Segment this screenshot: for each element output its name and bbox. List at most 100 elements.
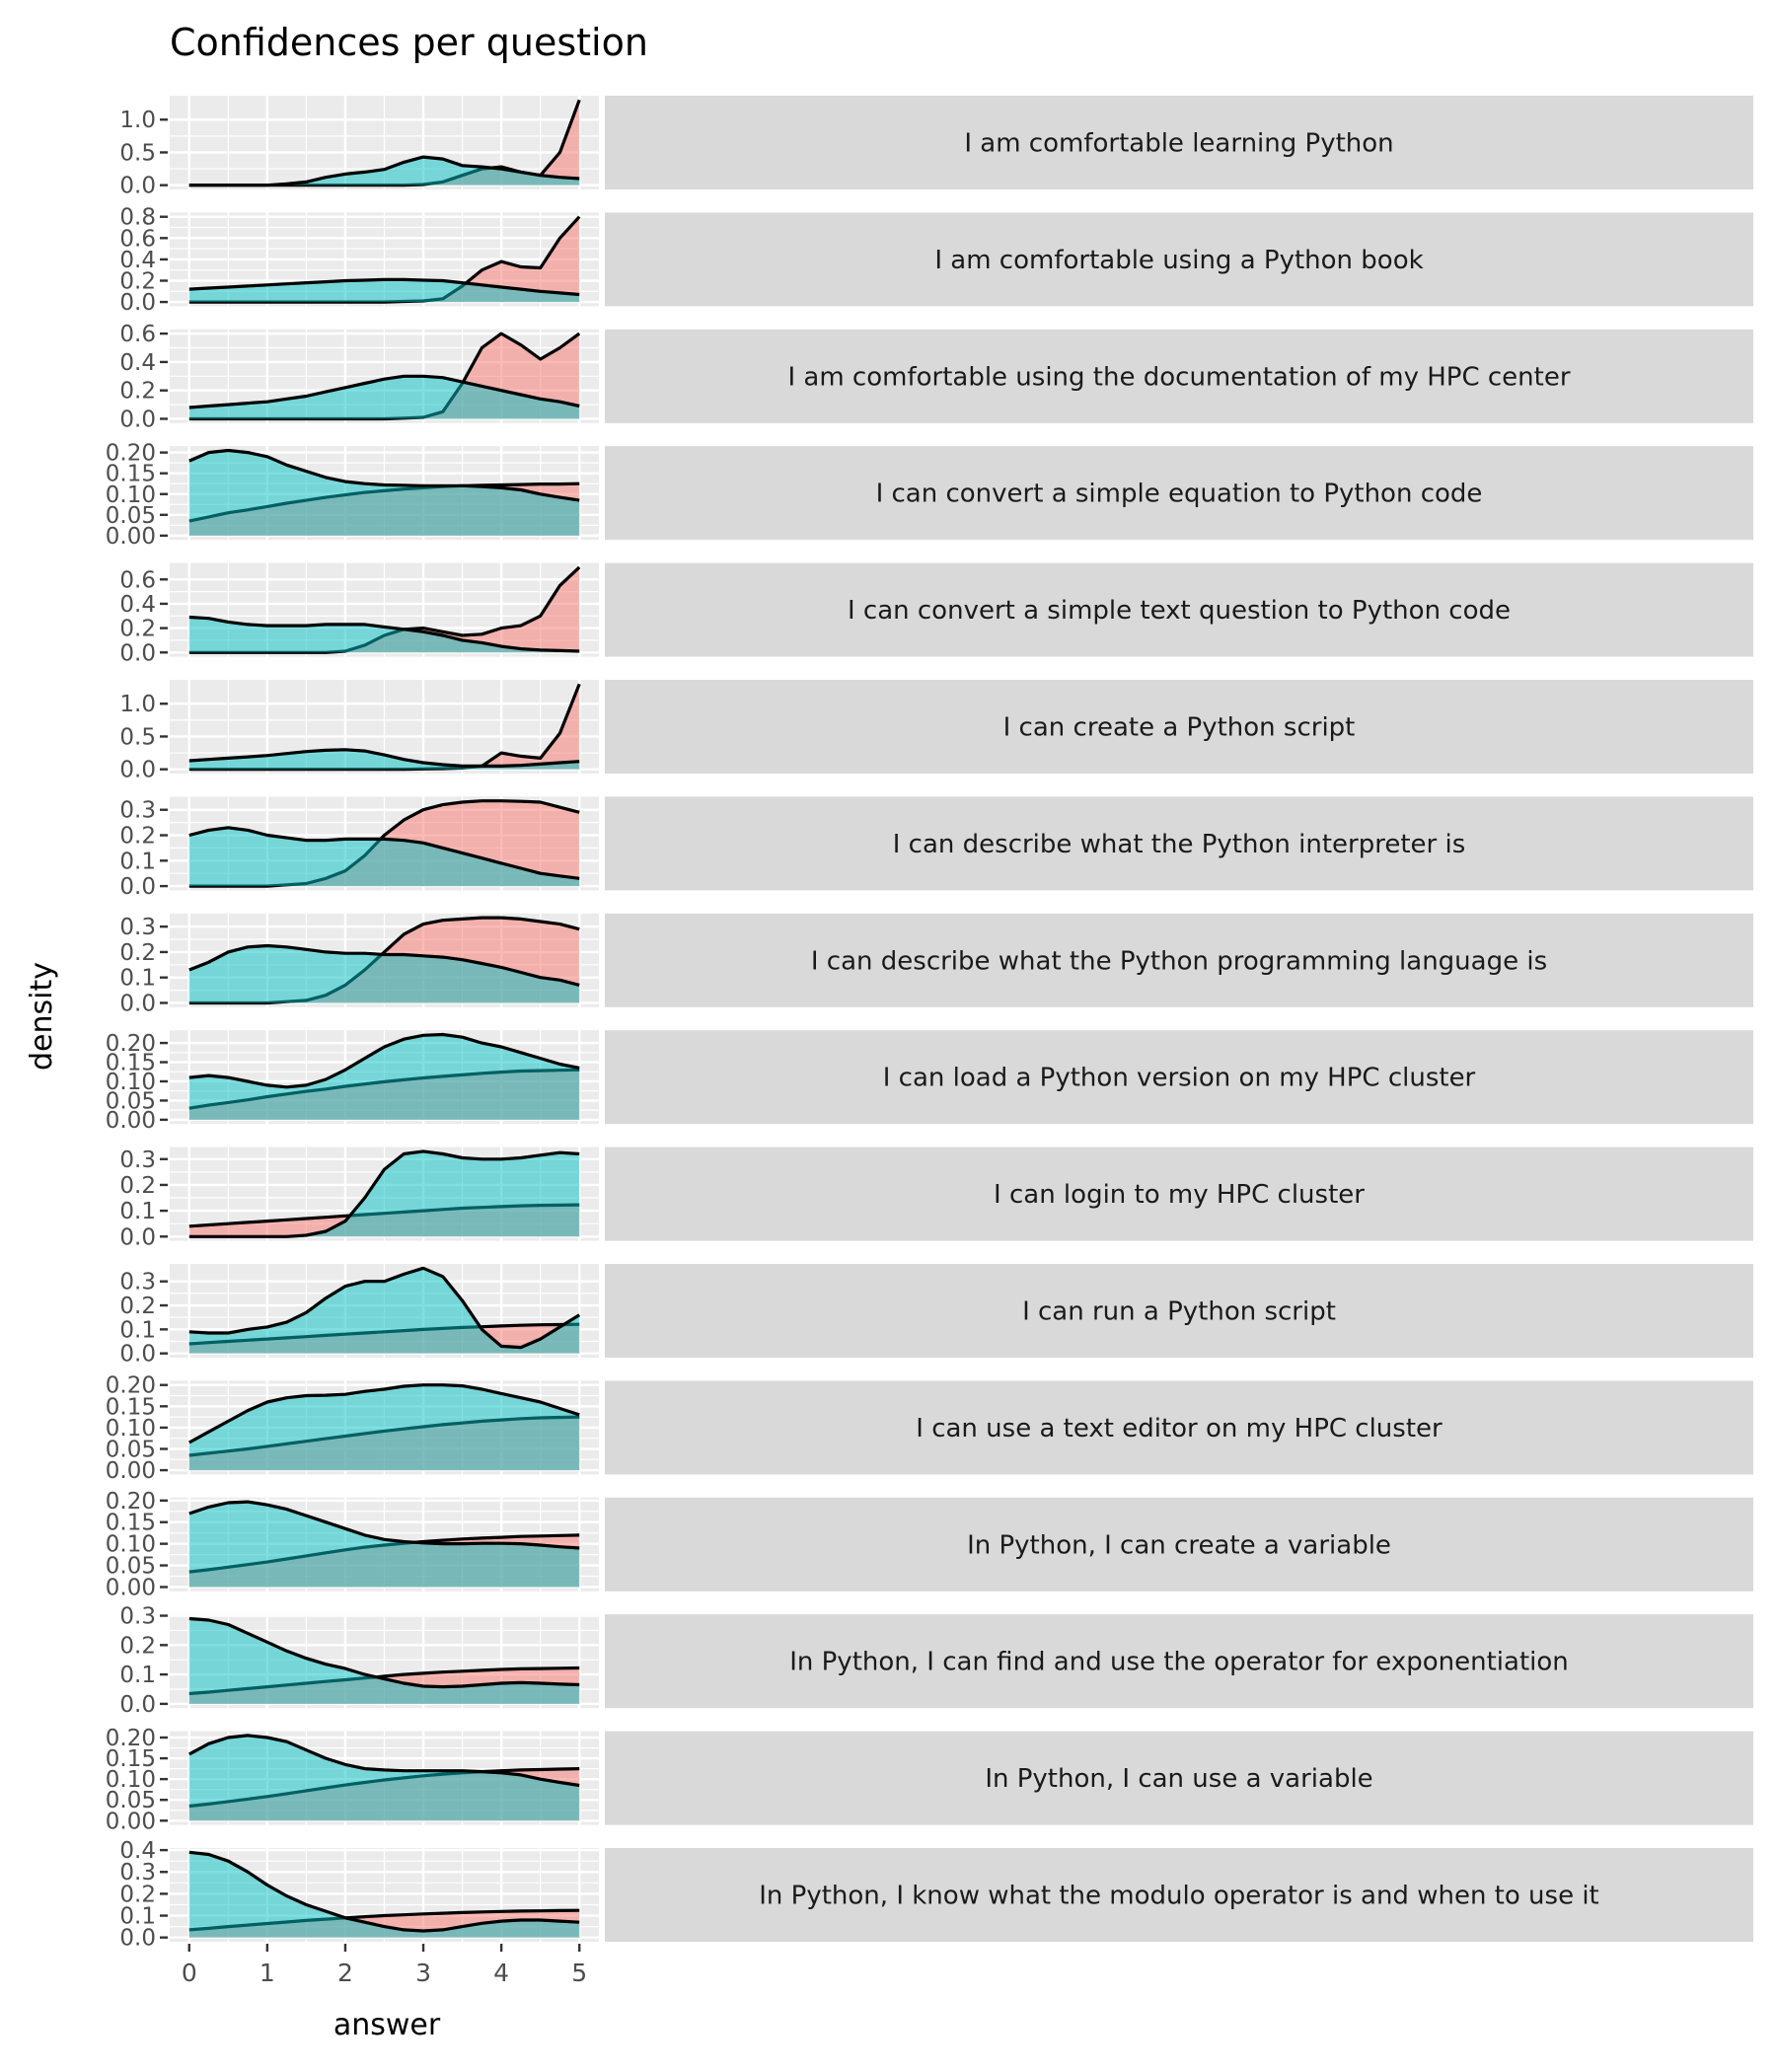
y-tick-label: 0.6 — [119, 322, 156, 347]
x-tick-label: 0 — [182, 1959, 197, 1987]
y-tick-label: 0.20 — [106, 1489, 156, 1515]
y-tick-label: 0.10 — [106, 1416, 156, 1442]
facet-strip — [605, 446, 1753, 541]
y-tick-label: 0.4 — [119, 248, 156, 273]
x-tick-label: 1 — [259, 1959, 275, 1987]
y-tick-label: 0.05 — [106, 1554, 156, 1580]
density-cyan-outline — [188, 748, 580, 768]
y-tick-label: 0.0 — [119, 290, 156, 316]
density-cyan-area — [188, 1384, 580, 1471]
facet-strip-label: I can describe what the Python programmi… — [811, 946, 1547, 976]
density-cyan-outline — [188, 943, 580, 987]
density-red-outline — [188, 332, 581, 421]
density-red-area — [188, 684, 580, 770]
y-tick-label: 0.4 — [119, 592, 156, 618]
y-tick-label: 0.0 — [119, 1342, 156, 1368]
y-tick-label: 0.0 — [119, 991, 156, 1016]
facet-panels: 0.0 0.5 1.0 I am comfortable learning Pytho… — [106, 96, 1753, 1952]
density-cyan-area — [188, 1502, 580, 1588]
y-tick-label: 0.15 — [106, 1394, 156, 1420]
y-tick-label: 0.0 — [119, 874, 156, 900]
y-tick-label: 0.3 — [119, 915, 156, 940]
facet-strip — [605, 680, 1753, 774]
density-red-area — [188, 216, 580, 303]
density-cyan-outline — [188, 1383, 580, 1444]
density-cyan-outline — [188, 1032, 580, 1089]
x-axis-title: answer — [333, 2008, 441, 2042]
facet-strip — [605, 1147, 1753, 1241]
y-tick-label: 0.05 — [106, 503, 156, 529]
y-tick-label: 0.2 — [119, 617, 156, 642]
y-tick-label: 0.15 — [106, 1511, 156, 1536]
facet-panel: 0.0 0.5 1.0 I can create a Python script — [119, 680, 1753, 783]
facet-strip-label: I can convert a simple equation to Pytho… — [876, 480, 1483, 509]
x-tick-label: 5 — [571, 1959, 587, 1987]
x-tick-label: 3 — [415, 1959, 431, 1987]
facet-panel: 0.0 0.1 0.2 0.3 In Python, I can find and us… — [119, 1604, 1753, 1718]
facet-strip-label: I can use a text editor on my HPC cluste… — [916, 1414, 1443, 1443]
density-cyan-outline — [188, 1149, 580, 1238]
y-tick-label: 0.3 — [119, 798, 156, 824]
y-tick-label: 0.0 — [119, 407, 156, 432]
facet-strip — [605, 329, 1753, 423]
y-tick-label: 0.5 — [119, 724, 156, 750]
y-tick-label: 0.20 — [106, 1031, 156, 1057]
y-tick-label: 0.0 — [119, 174, 156, 199]
density-cyan-area — [188, 1150, 580, 1237]
facet-strip-label: I can run a Python script — [1022, 1297, 1336, 1327]
facet-strip — [605, 1614, 1753, 1709]
x-axis: 0 1 2 3 4 5 — [182, 1944, 587, 1987]
y-tick-label: 0.3 — [119, 1147, 156, 1173]
density-cyan-outline — [188, 374, 580, 409]
y-tick-label: 0.10 — [106, 482, 156, 508]
x-tick-label: 4 — [493, 1959, 509, 1987]
facet-strip — [605, 1264, 1753, 1358]
density-cyan-outline — [188, 1500, 580, 1550]
y-tick-label: 0.2 — [119, 1633, 156, 1659]
y-tick-label: 0.2 — [119, 268, 156, 294]
density-cyan-area — [188, 827, 580, 887]
density-red-outline — [188, 683, 581, 772]
facet-panel: 0.0 0.5 1.0 I am comfortable learning Pytho… — [119, 96, 1753, 199]
density-cyan-outline — [188, 277, 580, 297]
y-tick-label: 0.1 — [119, 1663, 156, 1688]
y-tick-label: 0.5 — [119, 140, 156, 166]
facet-panel: 0.000.050.100.150.20 I can use a text edi… — [106, 1373, 1753, 1484]
facet-panel: 0.000.050.100.150.20 In Python, I can cre… — [106, 1489, 1753, 1600]
density-cyan-area — [188, 1735, 580, 1821]
facet-strip — [605, 1030, 1753, 1125]
facet-strip-label: I can create a Python script — [1003, 713, 1356, 743]
y-tick-label: 0.2 — [119, 940, 156, 966]
facet-panel: 0.00.2 0.4 0.6 I am comfortable using the d… — [119, 322, 1753, 432]
facet-strip — [605, 212, 1753, 307]
facet-strip-label: In Python, I can create a variable — [967, 1530, 1391, 1560]
facet-strip — [605, 96, 1753, 189]
facet-strip-label: I can convert a simple text question to … — [848, 596, 1511, 626]
facet-strip — [605, 913, 1753, 1007]
facet-strip — [605, 1497, 1753, 1591]
density-cyan-outline — [188, 448, 580, 502]
y-tick-label: 0.4 — [119, 1838, 156, 1864]
y-tick-label: 1.0 — [119, 108, 156, 133]
facet-strip — [605, 562, 1753, 657]
facet-strip-label: I am comfortable using the documentation… — [787, 362, 1570, 392]
y-tick-label: 0.20 — [106, 441, 156, 467]
density-red-outline — [188, 916, 580, 1005]
facet-panel: 0.00.20.40.60.8 I am comfortable using a … — [119, 205, 1753, 316]
y-tick-label: 0.2 — [119, 824, 156, 850]
y-tick-label: 0.6 — [119, 226, 156, 252]
y-tick-label: 0.20 — [106, 1726, 156, 1751]
y-tick-label: 1.0 — [119, 692, 156, 717]
y-tick-label: 0.1 — [119, 1317, 156, 1343]
facet-panel: 0.000.050.100.150.20 I can convert a simp… — [106, 441, 1753, 550]
y-tick-label: 0.00 — [106, 1809, 156, 1834]
y-tick-label: 0.10 — [106, 1767, 156, 1793]
chart-title: Confidences per question — [170, 21, 648, 64]
y-tick-label: 0.0 — [119, 1224, 156, 1250]
y-tick-label: 0.00 — [106, 1108, 156, 1134]
density-cyan-area — [188, 157, 580, 185]
y-tick-label: 0.1 — [119, 1199, 156, 1224]
y-tick-label: 0.2 — [119, 1882, 156, 1907]
y-tick-label: 0.00 — [106, 1575, 156, 1600]
y-tick-label: 0.05 — [106, 1788, 156, 1813]
